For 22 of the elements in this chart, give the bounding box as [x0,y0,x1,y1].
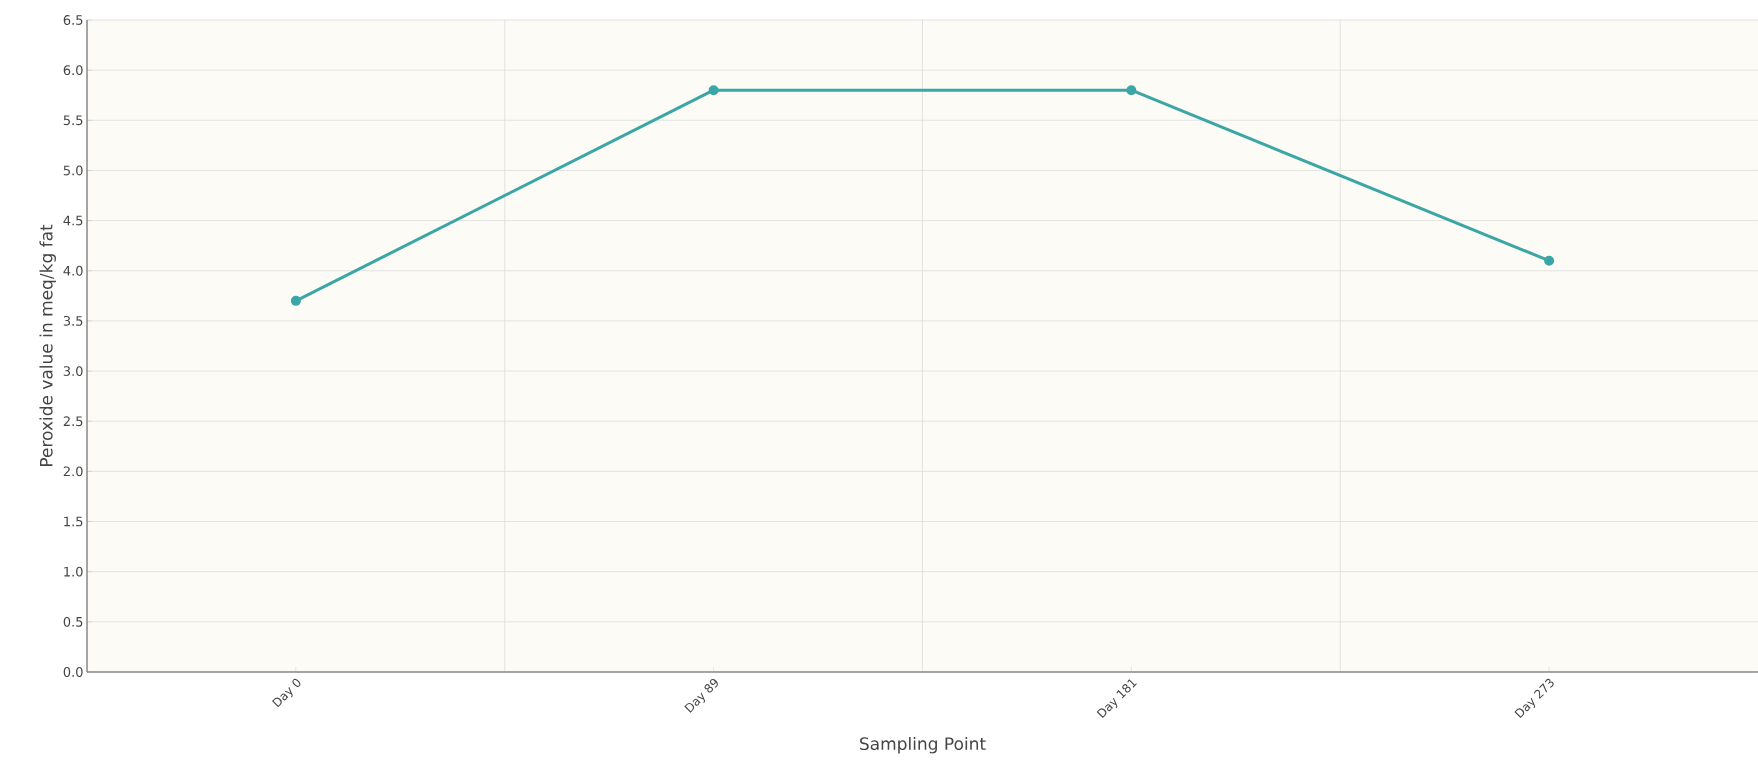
y-tick-label: 4.5 [63,215,83,226]
y-tick-label: 2.5 [63,416,83,427]
x-tick-label: Day 0 [271,678,301,708]
y-tick-label: 1.0 [64,566,83,577]
y-tick-label: 6.0 [63,65,83,76]
point [290,295,301,306]
y-tick-label: 0.0 [63,667,83,677]
y-axis-title: Peroxide value in meq/kg fat [39,224,56,467]
y-tick-label: 4.0 [63,265,83,276]
y-tick-label: 5.0 [63,165,83,176]
y-tick-label: 3.0 [63,366,83,376]
y-tick-label: 6.5 [63,15,83,25]
y-tick-label: 5.5 [63,115,83,126]
x-tick-label: Day 181 [1096,679,1137,719]
point [708,85,719,96]
y-tick-label: 0.5 [63,616,83,627]
y-tick-label: 2.0 [63,466,83,477]
point [1126,85,1137,96]
x-axis-title: Sampling Point [860,736,986,754]
y-tick-label: 1.5 [64,516,83,527]
y-tick-label: 3.5 [63,316,83,326]
point [1544,255,1555,266]
